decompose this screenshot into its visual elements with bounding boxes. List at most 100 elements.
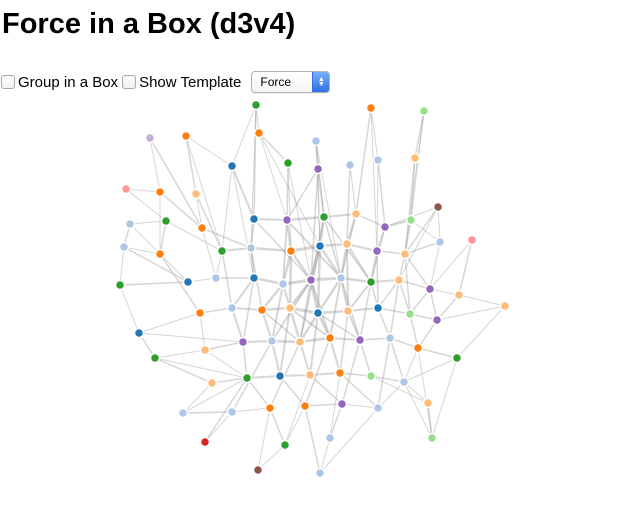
graph-node[interactable]	[426, 432, 438, 444]
graph-node[interactable]	[114, 279, 126, 291]
graph-node[interactable]	[372, 302, 384, 314]
graph-node[interactable]	[312, 307, 324, 319]
graph-node[interactable]	[118, 241, 130, 253]
graph-node[interactable]	[341, 238, 353, 250]
graph-node[interactable]	[384, 332, 396, 344]
graph-node[interactable]	[432, 201, 444, 213]
graph-node[interactable]	[342, 305, 354, 317]
group-in-box-checkbox[interactable]	[1, 75, 15, 89]
graph-node[interactable]	[324, 432, 336, 444]
graph-link	[376, 250, 379, 309]
graph-node[interactable]	[264, 402, 276, 414]
graph-node[interactable]	[399, 248, 411, 260]
graph-node[interactable]	[365, 102, 377, 114]
graph-node[interactable]	[310, 135, 322, 147]
graph-node[interactable]	[199, 436, 211, 448]
group-in-box-label[interactable]: Group in a Box	[18, 73, 119, 91]
graph-node[interactable]	[398, 376, 410, 388]
graph-node[interactable]	[206, 377, 218, 389]
graph-node[interactable]	[226, 160, 238, 172]
graph-node[interactable]	[120, 183, 132, 195]
graph-node[interactable]	[409, 152, 421, 164]
graph-node[interactable]	[277, 278, 289, 290]
template-select[interactable]: Force ▲ ▼	[251, 71, 331, 93]
graph-node[interactable]	[431, 314, 443, 326]
graph-node[interactable]	[210, 272, 222, 284]
graph-node[interactable]	[149, 352, 161, 364]
graph-node[interactable]	[154, 186, 166, 198]
graph-node[interactable]	[350, 208, 362, 220]
graph-node[interactable]	[285, 245, 297, 257]
graph-node[interactable]	[418, 105, 430, 117]
graph-node[interactable]	[199, 344, 211, 356]
graph-node[interactable]	[453, 289, 465, 301]
show-template-checkbox[interactable]	[122, 75, 137, 89]
graph-node[interactable]	[248, 272, 260, 284]
graph-node[interactable]	[216, 245, 228, 257]
graph-node[interactable]	[253, 127, 265, 139]
graph-node[interactable]	[318, 211, 330, 223]
graph-node[interactable]	[154, 248, 166, 260]
graph-node[interactable]	[180, 130, 192, 142]
graph-node[interactable]	[182, 276, 194, 288]
graph-node[interactable]	[194, 307, 206, 319]
graph-node[interactable]	[124, 218, 136, 230]
graph-link	[182, 377, 248, 414]
force-graph[interactable]	[0, 8, 620, 513]
graph-node[interactable]	[177, 407, 189, 419]
graph-node[interactable]	[466, 234, 478, 246]
graph-node[interactable]	[266, 335, 278, 347]
graph-node[interactable]	[144, 132, 156, 144]
graph-link	[377, 307, 411, 315]
graph-node[interactable]	[305, 274, 317, 286]
graph-node[interactable]	[250, 99, 262, 111]
graph-node[interactable]	[499, 300, 511, 312]
graph-node[interactable]	[334, 367, 346, 379]
graph-node[interactable]	[284, 302, 296, 314]
graph-node[interactable]	[422, 397, 434, 409]
graph-node[interactable]	[379, 221, 391, 233]
graph-node[interactable]	[365, 276, 377, 288]
graph-node[interactable]	[365, 370, 377, 382]
graph-node[interactable]	[133, 327, 145, 339]
graph-node[interactable]	[252, 464, 264, 476]
graph-node[interactable]	[434, 236, 446, 248]
graph-node[interactable]	[160, 215, 172, 227]
graph-node[interactable]	[404, 308, 416, 320]
graph-node[interactable]	[294, 336, 306, 348]
graph-node[interactable]	[314, 467, 326, 479]
graph-node[interactable]	[281, 214, 293, 226]
graph-node[interactable]	[372, 154, 384, 166]
graph-node[interactable]	[299, 400, 311, 412]
graph-node[interactable]	[312, 163, 324, 175]
graph-node[interactable]	[226, 302, 238, 314]
graph-node[interactable]	[314, 240, 326, 252]
graph-node[interactable]	[412, 342, 424, 354]
graph-node[interactable]	[226, 406, 238, 418]
graph-node[interactable]	[451, 352, 463, 364]
graph-node[interactable]	[424, 283, 436, 295]
graph-node[interactable]	[279, 439, 291, 451]
graph-node[interactable]	[241, 372, 253, 384]
graph-node[interactable]	[245, 242, 257, 254]
graph-node[interactable]	[304, 369, 316, 381]
graph-node[interactable]	[372, 402, 384, 414]
graph-node[interactable]	[393, 274, 405, 286]
graph-node[interactable]	[371, 245, 383, 257]
graph-node[interactable]	[256, 304, 268, 316]
graph-link	[231, 407, 271, 413]
show-template-label[interactable]: Show Template	[139, 73, 242, 91]
graph-link	[204, 349, 248, 379]
graph-node[interactable]	[274, 370, 286, 382]
graph-node[interactable]	[190, 188, 202, 200]
graph-node[interactable]	[344, 159, 356, 171]
graph-node[interactable]	[324, 332, 336, 344]
graph-node[interactable]	[282, 157, 294, 169]
graph-node[interactable]	[248, 213, 260, 225]
graph-node[interactable]	[237, 336, 249, 348]
graph-node[interactable]	[354, 334, 366, 346]
graph-node[interactable]	[336, 398, 348, 410]
graph-node[interactable]	[405, 214, 417, 226]
graph-node[interactable]	[196, 222, 208, 234]
graph-node[interactable]	[335, 272, 347, 284]
